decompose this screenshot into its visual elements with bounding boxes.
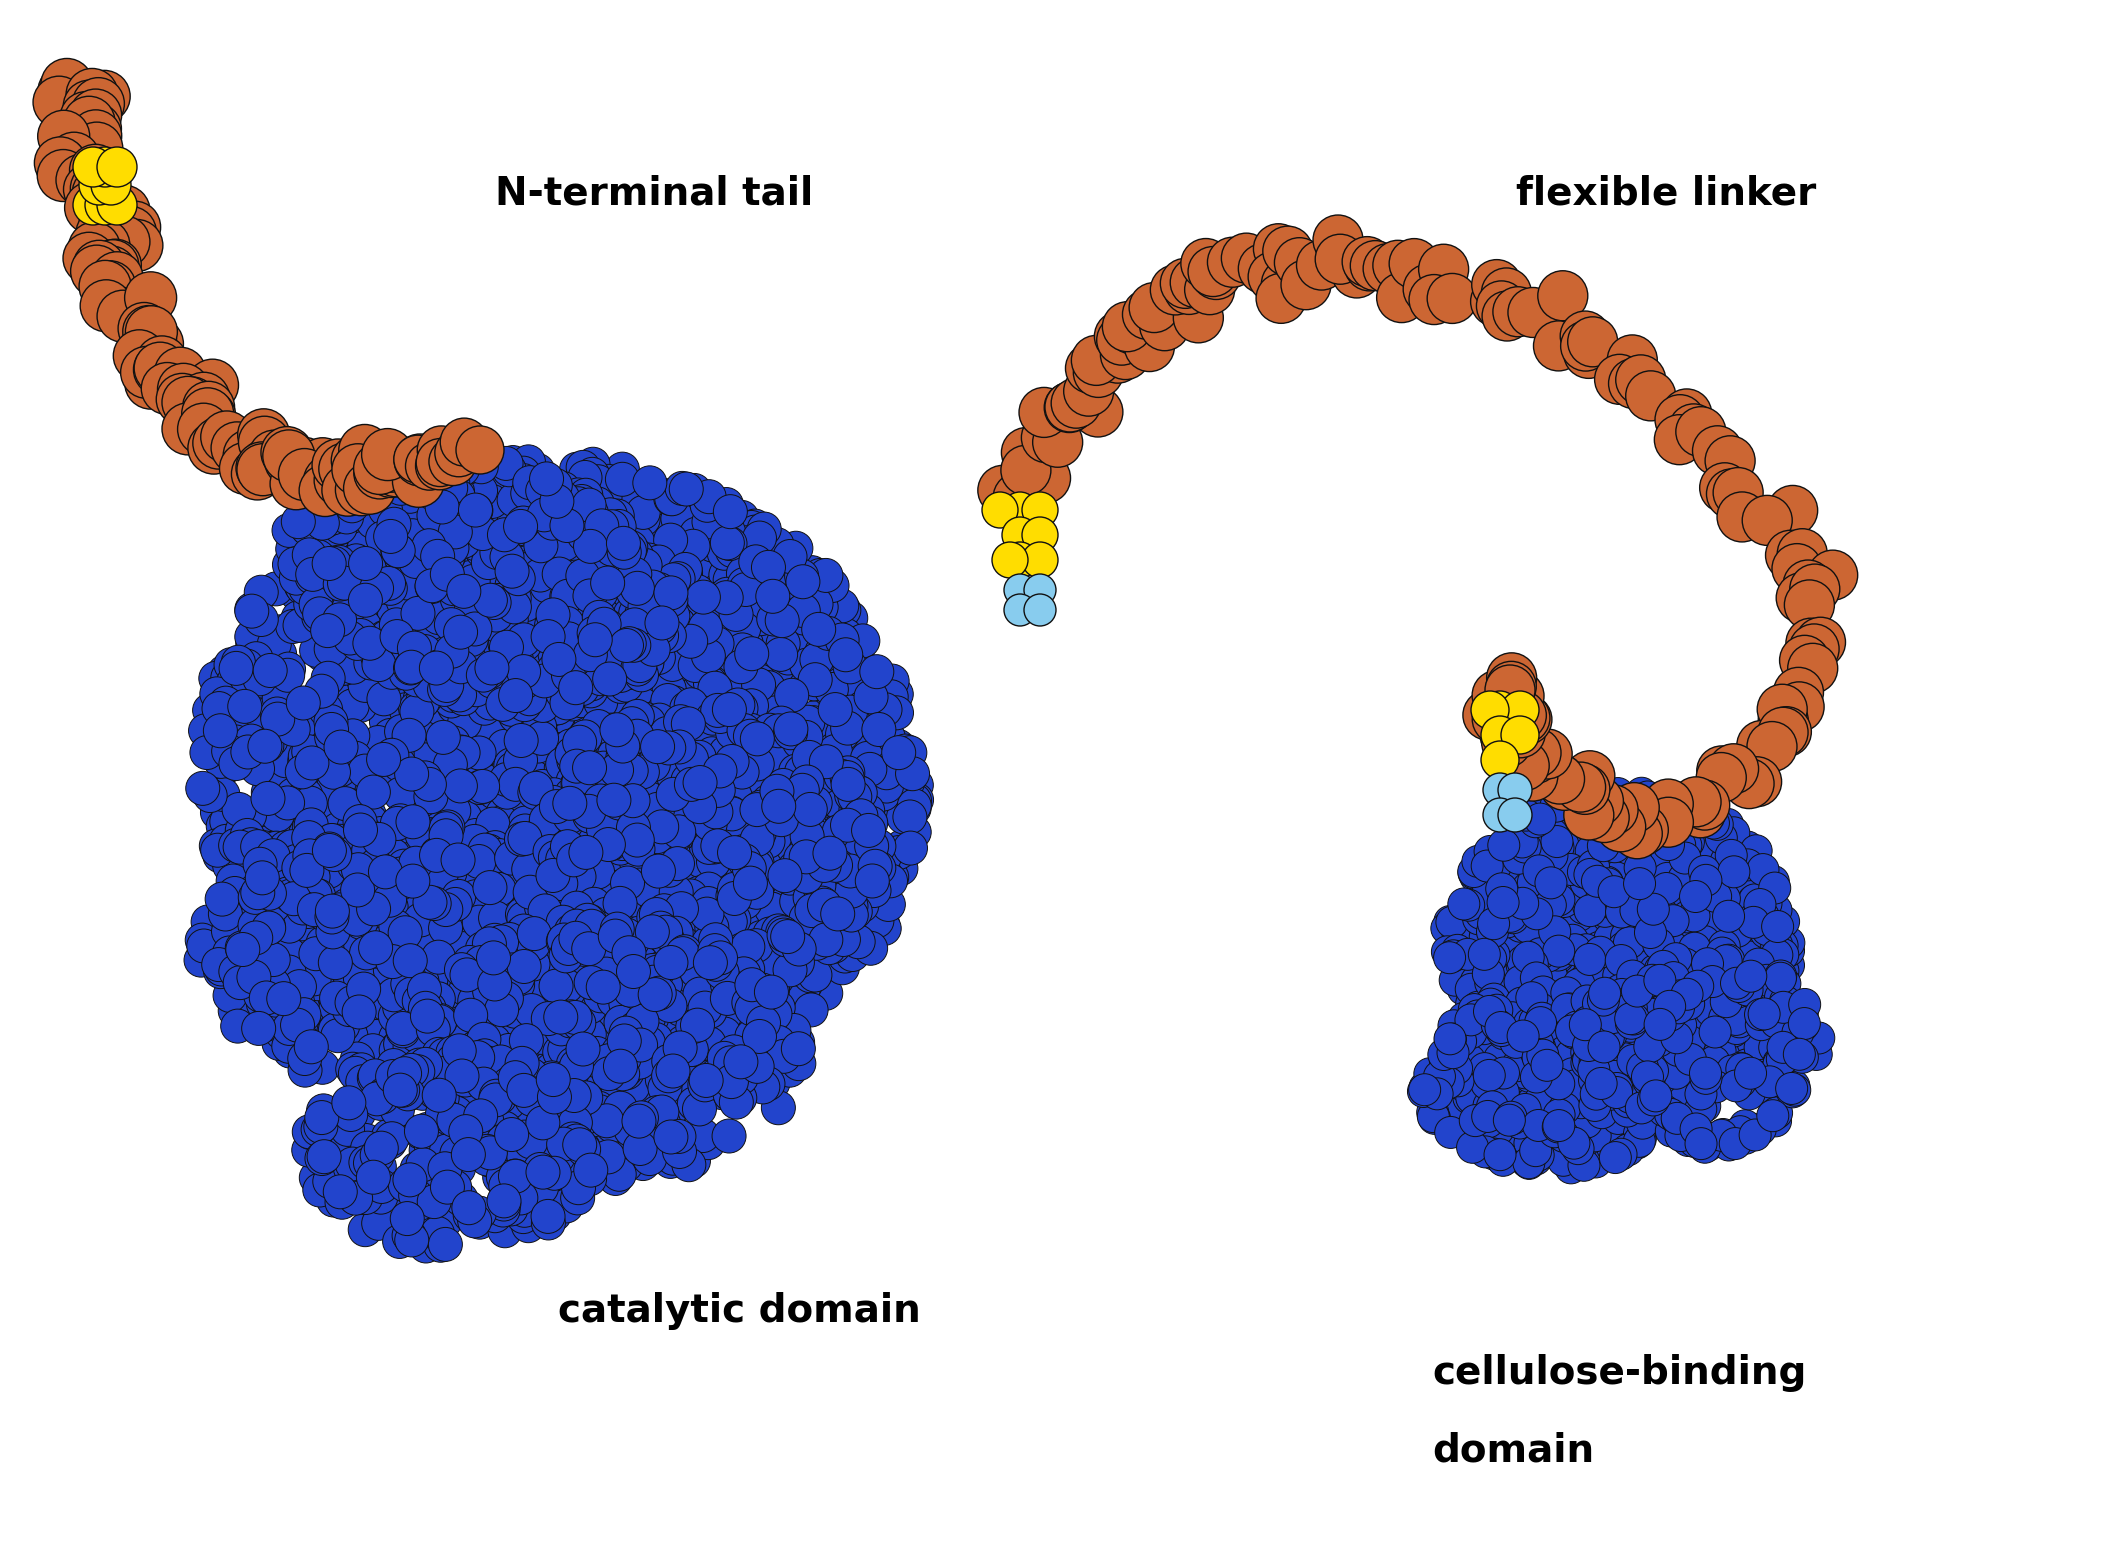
Text: cellulose-binding: cellulose-binding xyxy=(1432,1354,1807,1391)
Text: domain: domain xyxy=(1432,1432,1594,1469)
Text: catalytic domain: catalytic domain xyxy=(558,1292,920,1329)
Text: N-terminal tail: N-terminal tail xyxy=(495,175,813,212)
Text: flexible linker: flexible linker xyxy=(1516,175,1817,212)
